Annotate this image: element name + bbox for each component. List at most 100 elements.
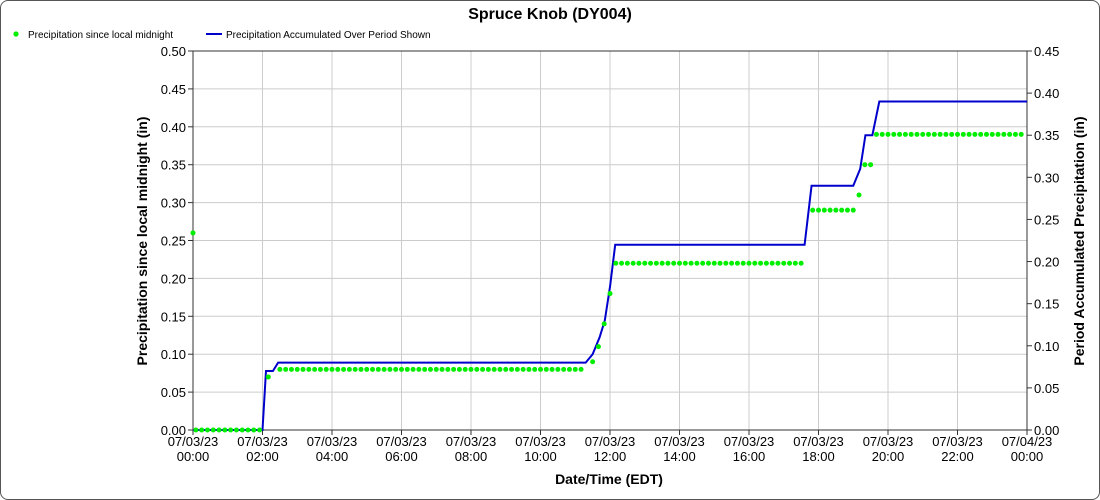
data-point <box>193 427 199 433</box>
data-point <box>190 230 196 236</box>
data-point <box>630 260 636 266</box>
x-tick-time: 00:00 <box>177 449 210 464</box>
data-point <box>352 366 358 372</box>
data-point <box>983 131 989 137</box>
data-point <box>364 366 370 372</box>
data-point <box>989 131 995 137</box>
data-point <box>665 260 671 266</box>
y-left-tick-label: 0.25 <box>161 234 186 249</box>
data-point <box>514 366 520 372</box>
x-tick-date: 07/03/23 <box>863 434 914 449</box>
data-point <box>451 366 457 372</box>
data-point <box>734 260 740 266</box>
data-point <box>399 366 404 372</box>
data-point <box>879 131 885 137</box>
x-tick-date: 07/03/23 <box>237 434 288 449</box>
legend: Precipitation since local midnight Preci… <box>13 30 431 41</box>
data-point <box>595 344 601 350</box>
data-point <box>873 131 879 137</box>
y-left-tick-label: 0.15 <box>161 309 186 324</box>
y-left-tick-label: 0.35 <box>161 158 186 173</box>
data-point <box>955 131 960 137</box>
data-point <box>265 374 271 380</box>
data-point <box>427 366 433 372</box>
y-axis-label-right: Period Accumulated Precipitation (in) <box>1071 116 1087 365</box>
data-point <box>520 366 526 372</box>
data-point <box>752 260 758 266</box>
y-right-tick-label: 0.10 <box>1034 339 1059 354</box>
data-point <box>844 207 850 213</box>
y-right-tick-label: 0.45 <box>1034 44 1059 59</box>
data-point <box>677 260 682 266</box>
y-right-tick-label: 0.05 <box>1034 381 1059 396</box>
data-point <box>566 366 572 372</box>
data-point <box>642 260 648 266</box>
data-point <box>387 366 393 372</box>
data-point <box>532 366 538 372</box>
x-tick-date: 07/03/23 <box>168 434 219 449</box>
data-point <box>648 260 654 266</box>
x-tick-time: 12:00 <box>594 449 627 464</box>
x-tick-time: 00:00 <box>1011 449 1044 464</box>
data-point <box>393 366 399 372</box>
x-tick-date: 07/03/23 <box>654 434 705 449</box>
data-point <box>949 131 955 137</box>
data-point <box>300 366 306 372</box>
data-point <box>323 366 329 372</box>
data-point <box>456 366 462 372</box>
x-tick-time: 20:00 <box>872 449 905 464</box>
data-point <box>549 366 555 372</box>
data-point <box>1018 131 1024 137</box>
y-right-tick-label: 0.00 <box>1034 423 1059 438</box>
data-point <box>375 366 381 372</box>
data-point <box>239 427 245 433</box>
x-tick-date: 07/03/23 <box>585 434 636 449</box>
x-tick-time: 10:00 <box>524 449 557 464</box>
data-point <box>381 366 387 372</box>
data-point <box>497 366 503 372</box>
data-point <box>607 291 613 297</box>
x-tick-date: 07/03/23 <box>515 434 566 449</box>
data-point <box>283 366 289 372</box>
data-point <box>245 427 251 433</box>
y-left-tick-label: 0.00 <box>161 423 186 438</box>
data-point <box>966 131 972 137</box>
data-point <box>943 131 949 137</box>
data-point <box>1001 131 1007 137</box>
y-right-tick-label: 0.40 <box>1034 86 1059 101</box>
data-point <box>578 366 584 372</box>
data-point <box>1007 131 1013 137</box>
data-point <box>572 366 578 372</box>
data-point <box>688 260 694 266</box>
data-point <box>694 260 700 266</box>
data-point <box>758 260 764 266</box>
data-point <box>792 260 798 266</box>
data-point <box>972 131 978 137</box>
data-point <box>233 427 239 433</box>
data-point <box>210 427 216 433</box>
x-tick-time: 16:00 <box>733 449 766 464</box>
data-point <box>891 131 897 137</box>
data-point <box>462 366 468 372</box>
y-right-tick-label: 0.20 <box>1034 255 1059 270</box>
x-tick-time: 02:00 <box>246 449 279 464</box>
x-tick-time: 14:00 <box>663 449 696 464</box>
data-point <box>288 366 294 372</box>
data-point <box>370 366 376 372</box>
data-point <box>885 131 891 137</box>
y-right-tick-label: 0.35 <box>1034 128 1059 143</box>
data-point <box>306 366 312 372</box>
data-point <box>711 260 717 266</box>
data-point <box>228 427 234 433</box>
data-point <box>740 260 746 266</box>
data-point <box>445 366 451 372</box>
y-left-tick-label: 0.05 <box>161 385 186 400</box>
data-point <box>850 207 856 213</box>
data-point <box>216 427 222 433</box>
y-left-tick-label: 0.30 <box>161 196 186 211</box>
data-point <box>422 366 428 372</box>
data-point <box>543 366 549 372</box>
data-point <box>769 260 775 266</box>
data-point <box>920 131 926 137</box>
